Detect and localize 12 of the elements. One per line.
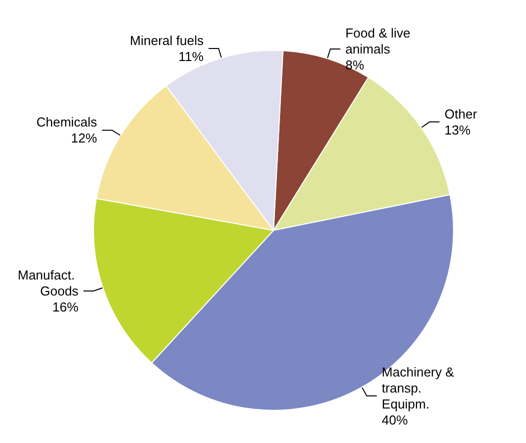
slice-label: Chemicals [36, 114, 98, 130]
slice-label: Mineral fuels [130, 32, 204, 48]
data-label: 11% [178, 48, 204, 64]
data-label: 13% [444, 122, 471, 138]
slice-label: Machinery & transp. Equipm. [382, 364, 458, 412]
slice-label: Other [444, 106, 478, 122]
data-label: 8% [345, 58, 365, 73]
slice-label: Manufact. Goods [18, 267, 79, 298]
data-label: 12% [71, 130, 98, 146]
data-label: 16% [52, 299, 79, 314]
slice-label: Food & live animals [345, 26, 414, 57]
data-label: 40% [382, 412, 408, 428]
